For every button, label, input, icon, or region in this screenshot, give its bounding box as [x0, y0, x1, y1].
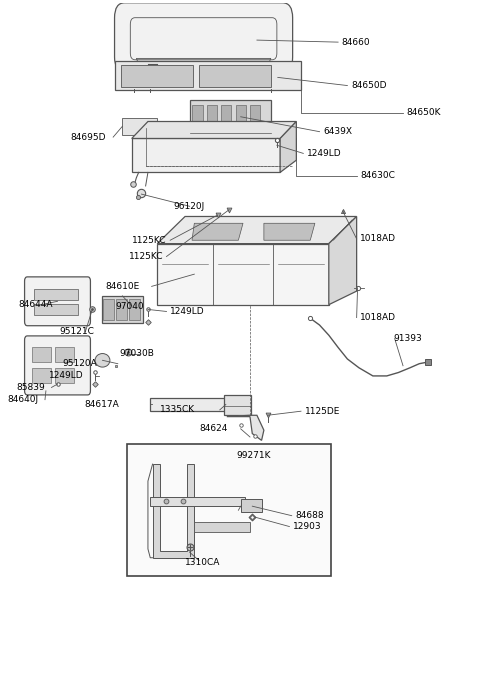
Polygon shape: [280, 122, 296, 172]
Text: 84688: 84688: [295, 511, 324, 520]
Bar: [34, 289, 78, 300]
Polygon shape: [264, 223, 315, 240]
Bar: [221, 105, 231, 131]
Ellipse shape: [95, 354, 110, 367]
Bar: [236, 105, 246, 131]
Polygon shape: [192, 223, 243, 240]
Polygon shape: [153, 464, 194, 557]
Polygon shape: [194, 522, 250, 532]
Text: 97030B: 97030B: [119, 349, 154, 358]
Text: 84624: 84624: [199, 424, 228, 434]
FancyBboxPatch shape: [24, 336, 90, 395]
Bar: [32, 368, 50, 383]
Text: 1125KC: 1125KC: [132, 236, 167, 245]
Text: 95120A: 95120A: [62, 359, 97, 368]
Text: 95121C: 95121C: [60, 328, 95, 337]
FancyBboxPatch shape: [115, 3, 293, 72]
Bar: [150, 398, 229, 410]
Bar: [225, 395, 252, 415]
FancyBboxPatch shape: [24, 277, 90, 326]
Text: 1125DE: 1125DE: [305, 407, 340, 416]
Text: 1249LD: 1249LD: [170, 307, 205, 316]
Text: 84617A: 84617A: [84, 400, 119, 409]
Text: 6439X: 6439X: [323, 127, 352, 136]
Bar: [250, 105, 260, 131]
Text: 12903: 12903: [293, 522, 322, 531]
Text: 96120J: 96120J: [173, 202, 204, 211]
Text: 1249LD: 1249LD: [307, 149, 342, 158]
Bar: [103, 300, 114, 319]
Polygon shape: [329, 217, 357, 304]
Text: 99271K: 99271K: [236, 451, 271, 460]
Bar: [32, 347, 50, 363]
Text: 84630C: 84630C: [360, 171, 395, 181]
Bar: [55, 347, 74, 363]
Bar: [192, 105, 203, 131]
Text: 97040: 97040: [116, 302, 144, 311]
Text: 1310CA: 1310CA: [185, 558, 220, 567]
Polygon shape: [227, 415, 264, 440]
Text: 84695D: 84695D: [71, 133, 106, 142]
Polygon shape: [136, 58, 271, 64]
Text: 91393: 91393: [394, 334, 422, 343]
Polygon shape: [132, 138, 280, 172]
Polygon shape: [157, 217, 357, 244]
Bar: [122, 118, 157, 135]
Text: 84660: 84660: [342, 38, 371, 47]
Bar: [116, 61, 301, 90]
Bar: [127, 444, 331, 576]
Polygon shape: [150, 497, 245, 506]
Text: 1018AD: 1018AD: [360, 235, 396, 244]
Text: 84610E: 84610E: [105, 282, 140, 291]
Text: 84644A: 84644A: [18, 300, 53, 309]
Polygon shape: [132, 122, 296, 138]
Text: 84640J: 84640J: [8, 395, 39, 404]
Bar: [117, 300, 127, 319]
Bar: [240, 499, 262, 512]
Polygon shape: [157, 244, 329, 304]
Bar: [121, 65, 193, 87]
Text: 1125KC: 1125KC: [129, 252, 163, 261]
Bar: [102, 296, 144, 323]
Bar: [199, 65, 271, 87]
Text: 85839: 85839: [16, 383, 45, 392]
Text: 84650D: 84650D: [351, 81, 386, 90]
Bar: [130, 300, 140, 319]
Bar: [55, 368, 74, 383]
Bar: [190, 101, 271, 133]
Text: 1335CK: 1335CK: [160, 406, 195, 415]
Bar: [207, 105, 217, 131]
Text: 1018AD: 1018AD: [360, 313, 396, 322]
Text: 1249LD: 1249LD: [49, 371, 84, 380]
Bar: [34, 304, 78, 315]
Text: 84650K: 84650K: [407, 108, 441, 117]
